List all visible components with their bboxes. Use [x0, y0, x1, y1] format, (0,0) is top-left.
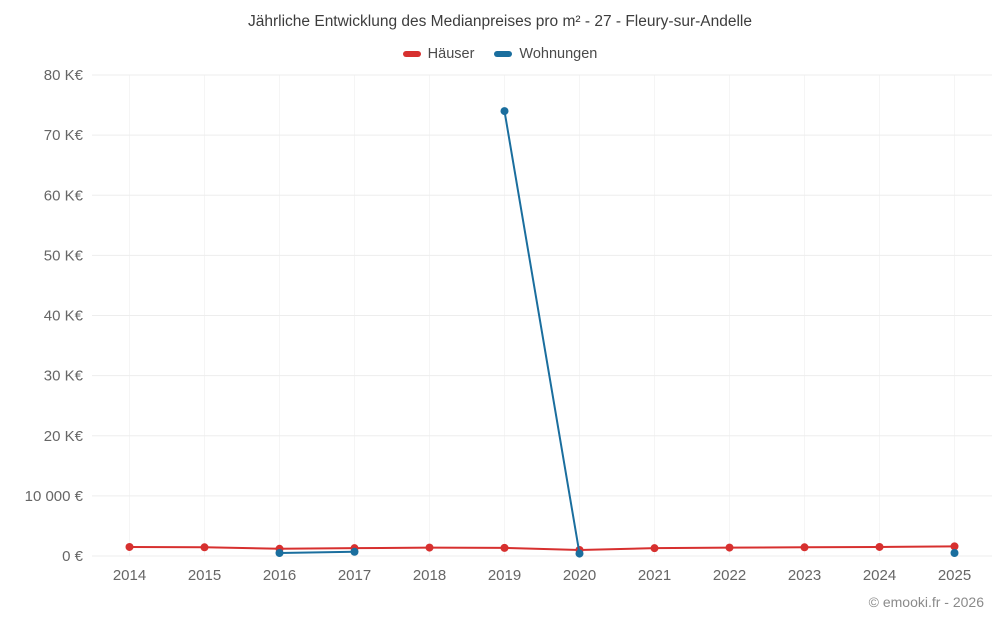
x-axis-tick-label: 2016 [263, 567, 296, 584]
x-axis-tick-label: 2023 [788, 567, 821, 584]
data-point-series-0[interactable] [650, 544, 659, 553]
x-axis-tick-label: 2015 [188, 567, 221, 584]
data-point-series-0[interactable] [500, 543, 509, 552]
data-point-series-1[interactable] [350, 547, 359, 556]
legend-marker-hauser-icon [402, 51, 421, 57]
data-point-series-0[interactable] [200, 543, 209, 552]
data-point-series-1[interactable] [575, 549, 584, 558]
legend-marker-wohnungen-icon [494, 51, 513, 57]
x-axis-tick-label: 2020 [563, 567, 596, 584]
y-axis-tick-label: 40 K€ [44, 308, 84, 325]
data-point-series-1[interactable] [950, 548, 959, 557]
legend-label-wohnungen: Wohnungen [519, 46, 598, 62]
series-line-0 [128, 545, 956, 551]
x-axis-tick-label: 2017 [338, 567, 371, 584]
x-axis-tick-label: 2021 [638, 567, 671, 584]
legend-label-hauser: Häuser [427, 46, 475, 62]
data-point-series-1[interactable] [500, 107, 509, 116]
data-point-series-0[interactable] [800, 543, 809, 552]
data-point-series-0[interactable] [950, 542, 959, 551]
y-axis-tick-label: 80 K€ [44, 67, 84, 84]
data-point-series-0[interactable] [425, 543, 434, 552]
x-axis-tick-label: 2024 [863, 567, 896, 584]
chart-legend: Häuser Wohnungen [0, 46, 1000, 62]
data-point-series-0[interactable] [125, 542, 134, 551]
y-axis-tick-label: 0 € [62, 548, 84, 565]
legend-item-wohnungen[interactable]: Wohnungen [494, 46, 597, 62]
series-line-1 [278, 550, 356, 554]
y-axis-tick-label: 70 K€ [44, 127, 84, 144]
legend-item-hauser[interactable]: Häuser [402, 46, 475, 62]
series-line-1 [503, 110, 581, 555]
y-axis-tick-label: 50 K€ [44, 247, 84, 264]
data-point-series-1[interactable] [275, 548, 284, 557]
y-axis-tick-label: 20 K€ [44, 428, 84, 445]
x-axis-tick-label: 2014 [113, 567, 146, 584]
y-axis-tick-label: 30 K€ [44, 368, 84, 385]
x-axis-tick-label: 2019 [488, 567, 521, 584]
x-axis-tick-label: 2018 [413, 567, 446, 584]
copyright-text: © emooki.fr - 2026 [868, 594, 984, 610]
x-axis-tick-label: 2025 [938, 567, 971, 584]
y-axis-tick-label: 60 K€ [44, 187, 84, 204]
chart-title: Jährliche Entwicklung des Medianpreises … [248, 13, 752, 30]
y-axis-tick-label: 10 000 € [25, 488, 84, 505]
x-axis-tick-label: 2022 [713, 567, 746, 584]
data-point-series-0[interactable] [875, 542, 884, 551]
data-point-series-0[interactable] [725, 543, 734, 552]
